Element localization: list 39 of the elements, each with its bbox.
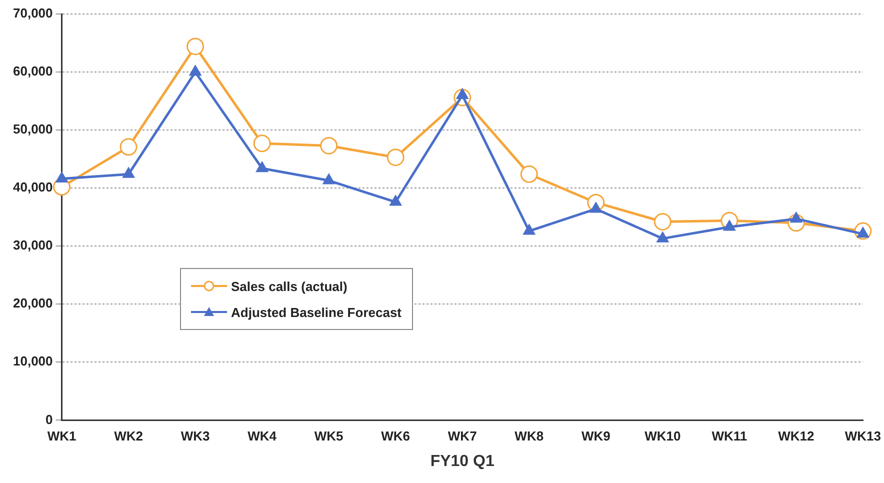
x-tick-label: WK12 [778,428,814,444]
point [56,172,68,183]
legend-label: Adjusted Baseline Forecast [231,304,402,320]
x-tick-label: WK3 [180,428,210,444]
point [186,38,204,56]
x-tick-label: WK9 [581,428,610,444]
x-tick-label: WK13 [844,428,882,444]
y-tick-label: 20,000 [12,296,53,311]
point [189,65,202,76]
point [120,138,138,156]
y-tick-label: 10,000 [12,354,53,369]
legend-label: Sales calls (actual) [231,278,348,294]
point [656,232,669,242]
point [256,162,268,172]
point [523,224,536,235]
x-tick-label: WK7 [448,428,477,444]
x-tick-label: WK5 [314,428,344,444]
x-tick-label: WK1 [47,428,76,444]
y-tick-label: 0 [46,412,53,427]
point [386,148,404,166]
x-tick-label: WK2 [114,428,143,444]
y-tick-label: 40,000 [12,180,53,195]
point [390,195,402,206]
point [654,212,672,230]
y-tick-label: 70,000 [12,6,53,21]
point [253,134,271,152]
x-tick-label: WK4 [248,428,278,444]
x-tick-label: WK8 [514,428,544,444]
y-tick-label: 60,000 [12,64,53,79]
x-axis-title: FY10 Q1 [430,452,494,470]
y-tick-label: 30,000 [12,238,53,253]
point [322,174,335,184]
x-tick-label: WK6 [381,428,410,444]
point [122,167,134,178]
point [320,136,338,154]
y-tick-label: 50,000 [12,122,53,137]
x-tick-label: WK11 [712,428,748,444]
point [520,165,538,183]
x-tick-label: WK10 [644,428,681,444]
